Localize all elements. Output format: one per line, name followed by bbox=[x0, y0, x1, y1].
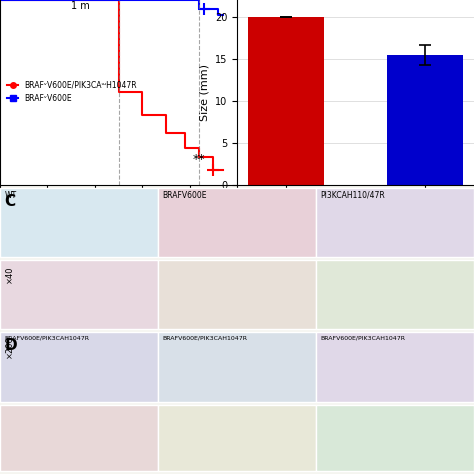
Bar bbox=[248, 17, 324, 185]
Text: BRAFV600E: BRAFV600E bbox=[163, 191, 207, 200]
Bar bbox=[387, 55, 463, 185]
Bar bbox=[158, 332, 316, 402]
Bar bbox=[158, 188, 316, 257]
Bar bbox=[316, 188, 474, 257]
X-axis label: Age (d): Age (d) bbox=[98, 210, 139, 220]
Text: C: C bbox=[5, 193, 16, 209]
Text: PI3KCAH110/47R: PI3KCAH110/47R bbox=[321, 191, 385, 200]
Text: ×200: ×200 bbox=[5, 335, 14, 358]
Text: D: D bbox=[5, 338, 18, 353]
Text: WT: WT bbox=[5, 191, 17, 200]
Text: BRAFV600E/PIK3CAH1047R: BRAFV600E/PIK3CAH1047R bbox=[321, 335, 406, 340]
Bar bbox=[316, 405, 474, 471]
Bar bbox=[0, 260, 158, 329]
Bar bbox=[158, 405, 316, 471]
Text: **: ** bbox=[193, 153, 205, 166]
Y-axis label: Size (mm): Size (mm) bbox=[200, 64, 210, 121]
Text: BRAFV600E/PIK3CAH1047R: BRAFV600E/PIK3CAH1047R bbox=[5, 335, 90, 340]
Bar bbox=[316, 260, 474, 329]
Text: BRAFV600E/PIK3CAH1047R: BRAFV600E/PIK3CAH1047R bbox=[163, 335, 248, 340]
Bar bbox=[0, 405, 158, 471]
Bar bbox=[316, 332, 474, 402]
Bar bbox=[0, 188, 158, 257]
Text: 1 m: 1 m bbox=[71, 1, 90, 11]
Bar bbox=[0, 332, 158, 402]
Bar bbox=[158, 260, 316, 329]
Legend: BRAFᵛV600E/PIK3CAᵚH1047R, BRAFᵛV600E: BRAFᵛV600E/PIK3CAᵚH1047R, BRAFᵛV600E bbox=[4, 78, 140, 106]
Text: ×40: ×40 bbox=[5, 266, 14, 283]
